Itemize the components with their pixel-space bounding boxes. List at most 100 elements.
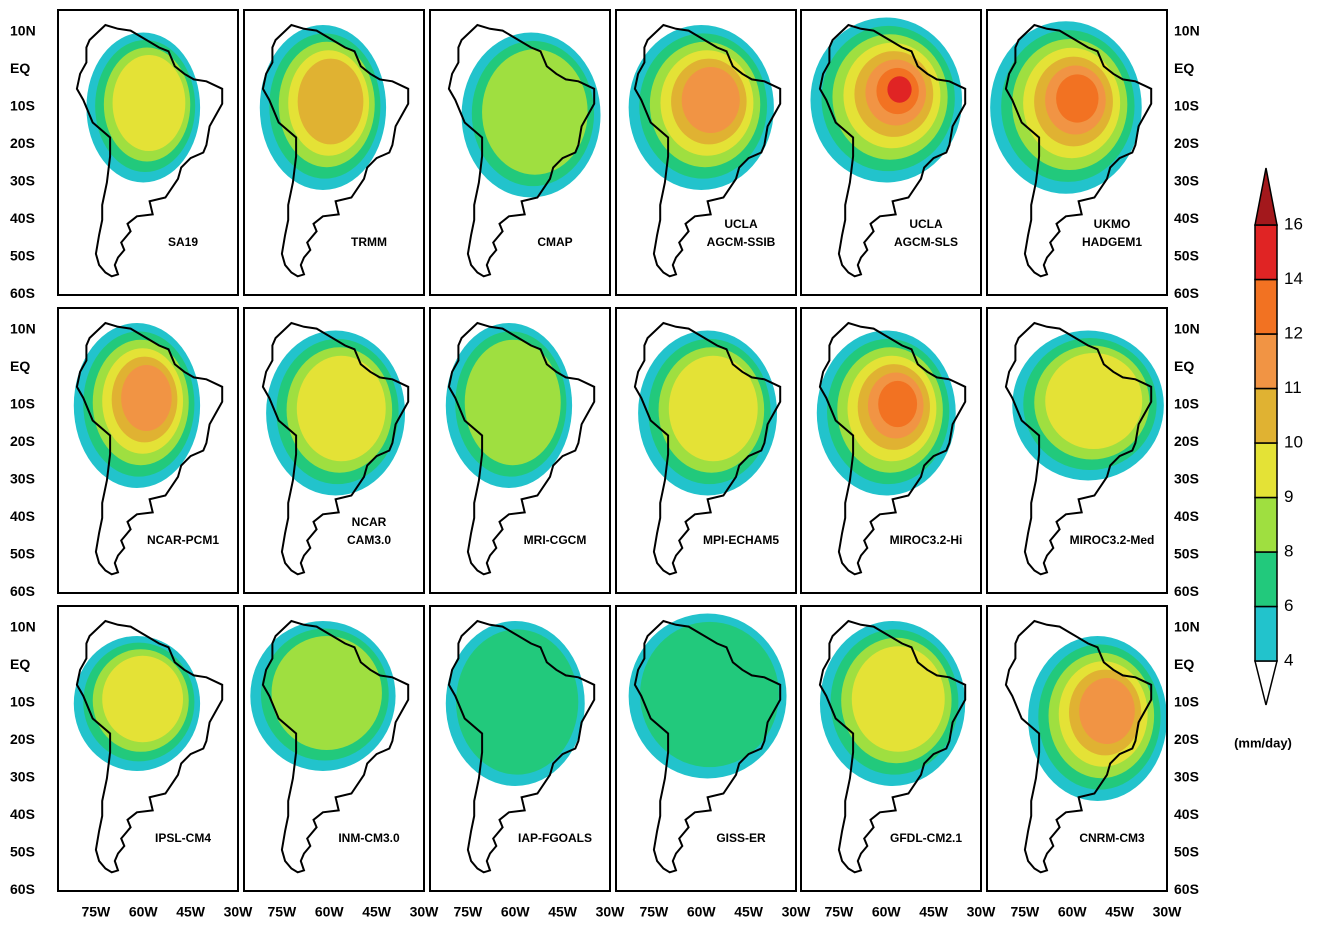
lat-label: 40S [10,508,35,524]
precip-contour [121,365,172,431]
precip-contour [1079,678,1135,744]
panel-label: TRMM [351,235,387,249]
lat-label: 60S [1174,881,1199,897]
lat-label: 40S [10,806,35,822]
colorbar-segment [1254,551,1278,608]
precip-contour [681,67,740,133]
map-panel [990,21,1153,278]
panel-frame [429,605,611,892]
lat-label: 10N [1174,321,1200,337]
precip-contour [878,380,918,428]
lat-label: 50S [1174,844,1199,860]
panel-frame [429,307,611,594]
precip-contour [271,636,382,750]
lat-label: EQ [1174,358,1194,374]
panel-frame [57,9,239,296]
precip-contour [102,655,184,743]
map-panel [261,321,410,576]
coastline [447,23,596,278]
colorbar-label: 10 [1284,432,1303,451]
panel-label: CMAP [537,235,572,249]
precip-contour [1056,74,1099,123]
precip-contour [456,629,579,775]
precip-contour [482,49,588,175]
coastline [818,23,967,278]
colorbar-label: 16 [1284,214,1303,233]
lat-label: 10S [10,396,35,412]
lat-label: 20S [10,135,35,151]
panel-label: CNRM-CM3 [1079,831,1145,845]
colorbar-label: 8 [1284,541,1293,560]
coastline [818,321,967,576]
lat-label: 20S [10,433,35,449]
lat-label: 50S [10,844,35,860]
map-panel [633,321,782,576]
map-panel [1004,619,1167,874]
coastline [1004,321,1153,576]
lon-label: 45W [176,904,206,920]
panel-frame [243,307,425,594]
lon-label: 75W [453,904,483,920]
coastline [447,619,596,874]
lat-label: 60S [1174,285,1199,301]
lat-label: 10N [1174,619,1200,635]
panel-label: GISS-ER [716,831,766,845]
map-panel [628,613,787,874]
lat-label: 20S [1174,135,1199,151]
map-panel [628,23,782,278]
panel-label: NCAR [352,515,387,529]
lon-label: 45W [548,904,578,920]
lat-label: 40S [1174,508,1199,524]
lat-label: 10S [1174,98,1199,114]
panel-frame [800,9,982,296]
colorbar-segment [1254,224,1278,281]
lon-label: 75W [824,904,854,920]
panel-frame [615,307,797,594]
lat-label: 40S [1174,210,1199,226]
map-panel [445,321,596,576]
coastline [261,321,410,576]
colorbar-over [1254,167,1278,226]
panel-label: MPI-ECHAM5 [703,533,779,547]
lat-label: EQ [1174,656,1194,672]
colorbar-label: 11 [1284,378,1302,397]
lat-label: 10N [10,321,36,337]
lat-label: 40S [10,210,35,226]
lon-label: 45W [362,904,392,920]
panel-label: UKMO [1094,217,1131,231]
precip-contour [296,355,386,462]
lat-label: 50S [1174,546,1199,562]
lat-label: 30S [1174,471,1199,487]
lat-label: 50S [10,546,35,562]
coastline [633,23,782,278]
lat-label: 10S [1174,694,1199,710]
colorbar-label: 4 [1284,650,1293,669]
lat-label: 60S [10,583,35,599]
lat-label: 60S [10,881,35,897]
map-panel [810,17,967,278]
colorbar-unit: (mm/day) [1234,735,1292,750]
panel-label: MIROC3.2-Hi [890,533,963,547]
panel-label: MRI-CGCM [524,533,587,547]
lat-label: 40S [1174,806,1199,822]
lat-label: EQ [10,358,30,374]
lon-label: 75W [639,904,669,920]
lat-label: 10N [10,23,36,39]
lat-label: 20S [1174,433,1199,449]
lon-label: 45W [734,904,764,920]
coastline [447,321,596,576]
panel-label: UCLA [909,217,943,231]
coastline [1004,619,1153,874]
precip-contour [851,646,945,752]
map-panel [250,619,410,874]
lon-label: 60W [872,904,902,920]
coastline [1004,23,1153,278]
colorbar-label: 14 [1284,269,1303,288]
panel-label: HADGEM1 [1082,235,1142,249]
map-panel [73,619,224,874]
map-panel [73,321,224,576]
lon-label: 30W [782,904,812,920]
lon-label: 30W [224,904,254,920]
panel-label: SA19 [168,235,198,249]
